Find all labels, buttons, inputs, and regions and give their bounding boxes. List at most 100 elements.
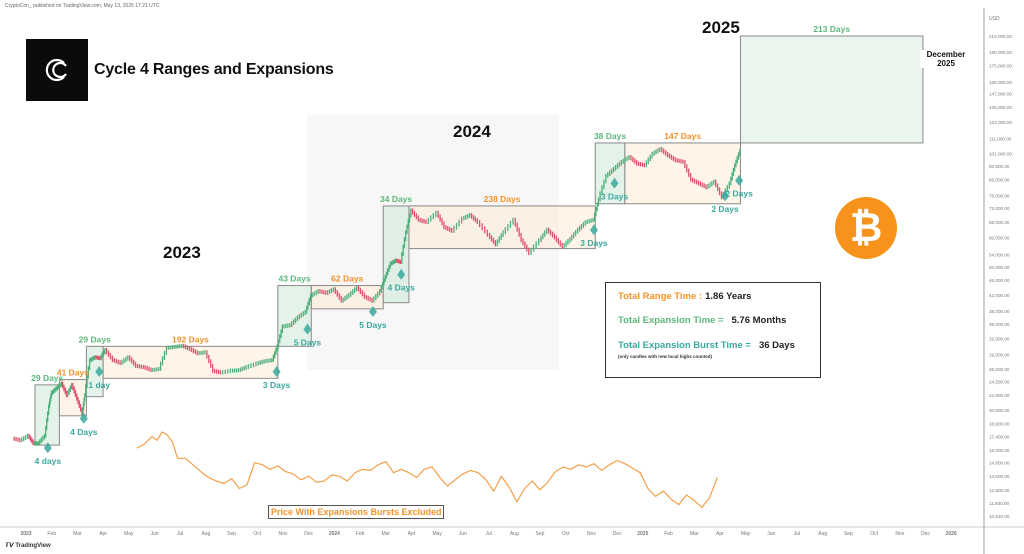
y-tick-label: 60,000.00: [989, 235, 1010, 240]
x-tick-label: Dec: [613, 531, 622, 537]
range-time-label: Total Range Time :: [618, 291, 703, 302]
burst-markers-layer: 4 days 4 Days 1 day 3 Days 5 Days 5 Days 4 Day…: [35, 174, 753, 466]
x-tick-label: Nov: [587, 531, 596, 537]
y-tick-label: 11,500.00: [989, 501, 1010, 506]
x-tick-label: Nov: [895, 531, 904, 537]
x-tick-label: Apr: [99, 531, 107, 537]
burst-label: 4 days: [35, 456, 62, 466]
expansion-box-label: 43 Days: [278, 274, 310, 284]
y-tick-label: 93,500.00: [989, 164, 1010, 169]
y-tick-label: 78,000.00: [989, 193, 1010, 198]
price-series-layer: [13, 147, 741, 446]
total-range-time: Total Range Time :1.86 Years: [618, 291, 751, 302]
y-tick-label: 14,800.00: [989, 461, 1010, 466]
expansion-time-label: Total Expansion Time =: [618, 315, 724, 326]
y-tick-label: 135,000.00: [989, 105, 1012, 110]
burst-marker-icon: [95, 365, 104, 377]
y-tick-label: 20,500.00: [989, 408, 1010, 413]
burst-label: 5 Days: [359, 320, 387, 330]
x-tick-label: Apr: [408, 531, 416, 537]
burst-marker-icon: [368, 305, 377, 317]
x-tick-label: Jun: [459, 531, 467, 537]
burst-label: 5 Days: [294, 337, 322, 347]
attribution-text: CryptoCon_ published on TradingView.com,…: [5, 3, 160, 9]
x-tick-label: Apr: [716, 531, 724, 537]
x-tick-label: Mar: [690, 531, 699, 537]
tradingview-logo-icon: 𝙏𝙑: [5, 543, 16, 549]
burst-marker-icon: [272, 365, 281, 377]
y-tick-label: 46,000.00: [989, 278, 1010, 283]
burst-marker-icon: [43, 442, 52, 454]
y-tick-label: 29,000.00: [989, 352, 1010, 357]
y-tick-label: 101,000.00: [989, 152, 1012, 157]
y-tick-label: 66,000.00: [989, 220, 1010, 225]
burst-label: 4 Days: [388, 283, 416, 293]
x-tick-label: May: [432, 531, 442, 537]
x-tick-label: Feb: [356, 531, 365, 537]
box-labels-layer: 41 Days 192 Days 62 Days 238 Days 147 Days 29…: [31, 24, 850, 383]
tradingview-brand: 𝙏𝙑 TradingView: [5, 542, 51, 549]
x-tick-label: Dec: [921, 531, 930, 537]
x-tick-label: Oct: [253, 531, 261, 537]
december-2025-label: December 2025: [920, 50, 972, 68]
range-box-label: 238 Days: [484, 194, 521, 204]
y-tick-label: 175,000.00: [989, 63, 1012, 68]
range-box-label: 192 Days: [172, 334, 209, 344]
burst-label: 4 Days: [70, 427, 98, 437]
burst-marker-icon: [397, 268, 406, 280]
y-tick-label: 35,000.00: [989, 322, 1010, 327]
tradingview-brand-text: TradingView: [15, 543, 51, 549]
y-tick-label: 24,500.00: [989, 380, 1010, 385]
burst-time-label: Total Expansion Burst Time =: [618, 340, 751, 351]
bitcoin-icon: ₿: [835, 197, 897, 259]
x-tick-label: Mar: [73, 531, 82, 537]
x-tick-label: Jul: [794, 531, 800, 537]
x-tick-label: Feb: [664, 531, 673, 537]
total-expansion-burst-time: Total Expansion Burst Time = 36 Days: [618, 340, 795, 351]
x-tick-label: May: [741, 531, 751, 537]
y-tick-label: 32,000.00: [989, 337, 1010, 342]
burst-marker-icon: [610, 177, 619, 189]
y-tick-label: 12,500.00: [989, 488, 1010, 493]
excluded-series-line: [136, 431, 718, 508]
year-label-2024: 2024: [453, 122, 491, 141]
y-tick-label: 86,000.00: [989, 178, 1010, 183]
range-box: [102, 345, 279, 379]
expansion-box: [382, 205, 410, 304]
x-tick-label: Sep: [536, 531, 545, 537]
x-tick-label: 2024: [329, 531, 340, 537]
boxes-layer: [34, 35, 924, 446]
burst-label: 2 Days: [711, 204, 739, 214]
y-tick-label: 17,400.00: [989, 435, 1010, 440]
excluded-series-layer: [136, 431, 718, 508]
burst-label: 1 day: [88, 380, 110, 390]
burst-marker-icon: [735, 174, 744, 186]
y-tick-label: 18,900.00: [989, 421, 1010, 426]
expansion-box-label: 34 Days: [380, 194, 412, 204]
y-tick-label: 123,000.00: [989, 120, 1012, 125]
x-tick-label: Nov: [279, 531, 288, 537]
expansion-box-label: 29 Days: [79, 334, 111, 344]
x-tick-label: Dec: [304, 531, 313, 537]
x-tick-label: Jul: [485, 531, 491, 537]
expansion-box-label: 29 Days: [31, 373, 63, 383]
range-box-label: 41 Days: [57, 368, 89, 378]
burst-note: (only candles with new local highs count…: [618, 354, 713, 359]
y-tick-label: 147,000.00: [989, 91, 1012, 96]
x-tick-label: Aug: [510, 531, 519, 537]
range-box-label: 62 Days: [331, 274, 363, 284]
projection-box-label: 213 Days: [813, 24, 850, 34]
expansion-box: [277, 285, 312, 347]
x-tick-label: Sep: [227, 531, 236, 537]
cryptocon-logo-icon: [26, 39, 88, 101]
year-label-2025: 2025: [702, 18, 740, 37]
y-tick-label: 111,000.00: [989, 137, 1012, 142]
burst-label: 2 Days: [725, 189, 753, 199]
y-axis-unit: USD: [989, 16, 1000, 22]
y-tick-label: 72,000.00: [989, 206, 1010, 211]
y-tick-label: 22,500.00: [989, 393, 1010, 398]
y-tick-label: 13,600.00: [989, 474, 1010, 479]
x-tick-label: Jun: [767, 531, 775, 537]
burst-label: 3 Days: [580, 238, 608, 248]
